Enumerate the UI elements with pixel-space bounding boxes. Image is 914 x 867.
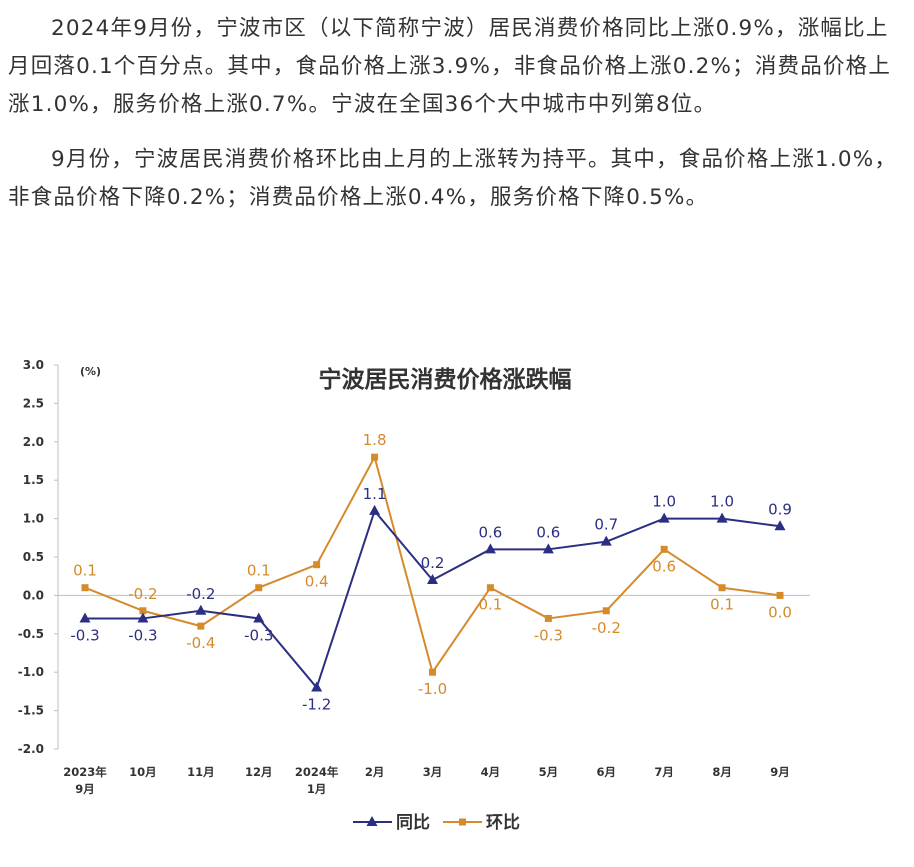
data-label-tongbi: -0.3 [244, 626, 273, 644]
y-tick-label: -0.5 [18, 627, 44, 641]
data-label-huanbi: 0.1 [247, 562, 271, 580]
marker-tongbi [79, 612, 91, 623]
data-label-huanbi: -0.3 [534, 626, 563, 644]
marker-huanbi [81, 584, 89, 592]
marker-huanbi [371, 453, 379, 461]
data-label-huanbi: 0.6 [652, 557, 676, 575]
data-label-tongbi: -1.2 [302, 696, 331, 714]
y-tick-label: 3.0 [23, 358, 44, 372]
marker-tongbi [311, 681, 323, 692]
y-tick-label: 1.5 [23, 473, 44, 487]
data-label-huanbi: 0.4 [305, 573, 329, 591]
marker-tongbi [716, 512, 728, 523]
marker-tongbi [137, 612, 149, 623]
data-label-tongbi: -0.3 [128, 626, 157, 644]
marker-tongbi [658, 512, 670, 523]
data-label-huanbi: -1.0 [418, 680, 447, 698]
marker-huanbi [776, 591, 784, 599]
y-tick-label: 2.0 [23, 435, 44, 449]
x-tick-label: 6月 [596, 765, 616, 779]
data-label-tongbi: 0.6 [536, 523, 560, 541]
x-tick-label: 5月 [539, 765, 559, 779]
x-tick-label: 12月 [245, 765, 273, 779]
data-label-huanbi: 1.8 [363, 431, 387, 449]
marker-huanbi [544, 614, 552, 622]
marker-tongbi [253, 612, 265, 623]
data-label-huanbi: -0.2 [592, 619, 621, 637]
data-label-huanbi: -0.2 [128, 585, 157, 603]
x-tick-label: 7月 [654, 765, 674, 779]
x-tick-label: 1月 [307, 782, 327, 796]
data-label-tongbi: 0.6 [478, 523, 502, 541]
x-tick-label: 3月 [423, 765, 443, 779]
marker-huanbi [660, 545, 668, 553]
data-label-huanbi: 0.1 [478, 596, 502, 614]
x-tick-label: 2024年 [295, 765, 339, 779]
marker-huanbi [602, 607, 610, 615]
chart-legend: 同比 环比 [353, 812, 520, 833]
marker-huanbi [718, 584, 726, 592]
cpi-chart-svg: 宁波居民消费价格涨跌幅 (%) 3.0 2.5 2.0 1.5 1.0 0.5 0.0 -0.… [18, 358, 810, 833]
x-tick-label: 2月 [365, 765, 385, 779]
legend-label-huanbi: 环比 [486, 812, 520, 833]
data-label-tongbi: -0.3 [70, 626, 99, 644]
x-tick-label: 8月 [712, 765, 732, 779]
chart-axes: 3.0 2.5 2.0 1.5 1.0 0.5 0.0 -0.5 -1.0 -1.5 -2.0 202… [18, 358, 810, 796]
data-label-tongbi: 0.7 [594, 516, 618, 534]
data-label-huanbi: 0.1 [73, 562, 97, 580]
x-tick-label: 9月 [770, 765, 790, 779]
marker-huanbi [313, 561, 321, 569]
marker-huanbi [429, 668, 436, 676]
x-tick-label: 9月 [75, 782, 95, 796]
y-tick-label: -1.0 [18, 665, 44, 679]
data-labels: 0.1 -0.2 -0.4 0.1 0.4 1.8 -1.0 0.1 -0.3 -0.2 0.6 0.… [70, 431, 792, 713]
paragraph-yoy: 2024年9月份，宁波市区（以下简称宁波）居民消费价格同比上涨0.9%，涨幅比上… [8, 16, 892, 117]
marker-huanbi [139, 607, 147, 615]
legend-marker-tongbi [366, 816, 378, 826]
data-label-tongbi: 1.0 [710, 493, 734, 511]
data-label-tongbi: 1.0 [652, 493, 676, 511]
marker-tongbi [427, 574, 438, 585]
marker-tongbi [600, 535, 612, 546]
article: 2024年9月份，宁波市区（以下简称宁波）居民消费价格同比上涨0.9%，涨幅比上… [8, 10, 904, 217]
y-tick-label: 1.0 [23, 512, 44, 526]
marker-tongbi [542, 543, 554, 554]
y-tick-label: -1.5 [18, 704, 44, 718]
data-label-tongbi: 1.1 [363, 485, 387, 503]
marker-tongbi [484, 543, 496, 554]
data-label-huanbi: 0.1 [710, 596, 734, 614]
y-unit-label: (%) [80, 365, 101, 378]
marker-tongbi [195, 604, 207, 615]
x-tick-label: 10月 [129, 765, 157, 779]
marker-tongbi [774, 520, 786, 531]
series-markers [79, 453, 786, 692]
chart-title: 宁波居民消费价格涨跌幅 [319, 366, 572, 393]
x-tick-label: 4月 [481, 765, 501, 779]
marker-huanbi [255, 584, 263, 592]
x-tick-label: 11月 [187, 765, 215, 779]
paragraph-mom: 9月份，宁波居民消费价格环比由上月的上涨转为持平。其中，食品价格上涨1.0%，非… [8, 147, 898, 210]
data-label-tongbi: -0.2 [186, 585, 215, 603]
data-label-huanbi: 0.0 [768, 603, 792, 621]
marker-huanbi [197, 622, 205, 630]
data-label-tongbi: 0.9 [768, 500, 792, 518]
data-label-tongbi: 0.2 [421, 554, 445, 572]
legend-marker-huanbi [459, 818, 466, 826]
marker-huanbi [486, 584, 494, 592]
cpi-chart: 宁波居民消费价格涨跌幅 (%) 3.0 2.5 2.0 1.5 1.0 0.5 0.0 -0.… [0, 340, 914, 867]
y-tick-label: 0.0 [23, 588, 44, 602]
y-tick-label: -2.0 [18, 742, 44, 756]
data-label-huanbi: -0.4 [186, 634, 215, 652]
y-tick-label: 2.5 [23, 396, 44, 410]
legend-label-tongbi: 同比 [396, 812, 430, 833]
marker-tongbi [369, 504, 381, 515]
y-tick-label: 0.5 [23, 550, 44, 564]
x-tick-label: 2023年 [63, 765, 107, 779]
